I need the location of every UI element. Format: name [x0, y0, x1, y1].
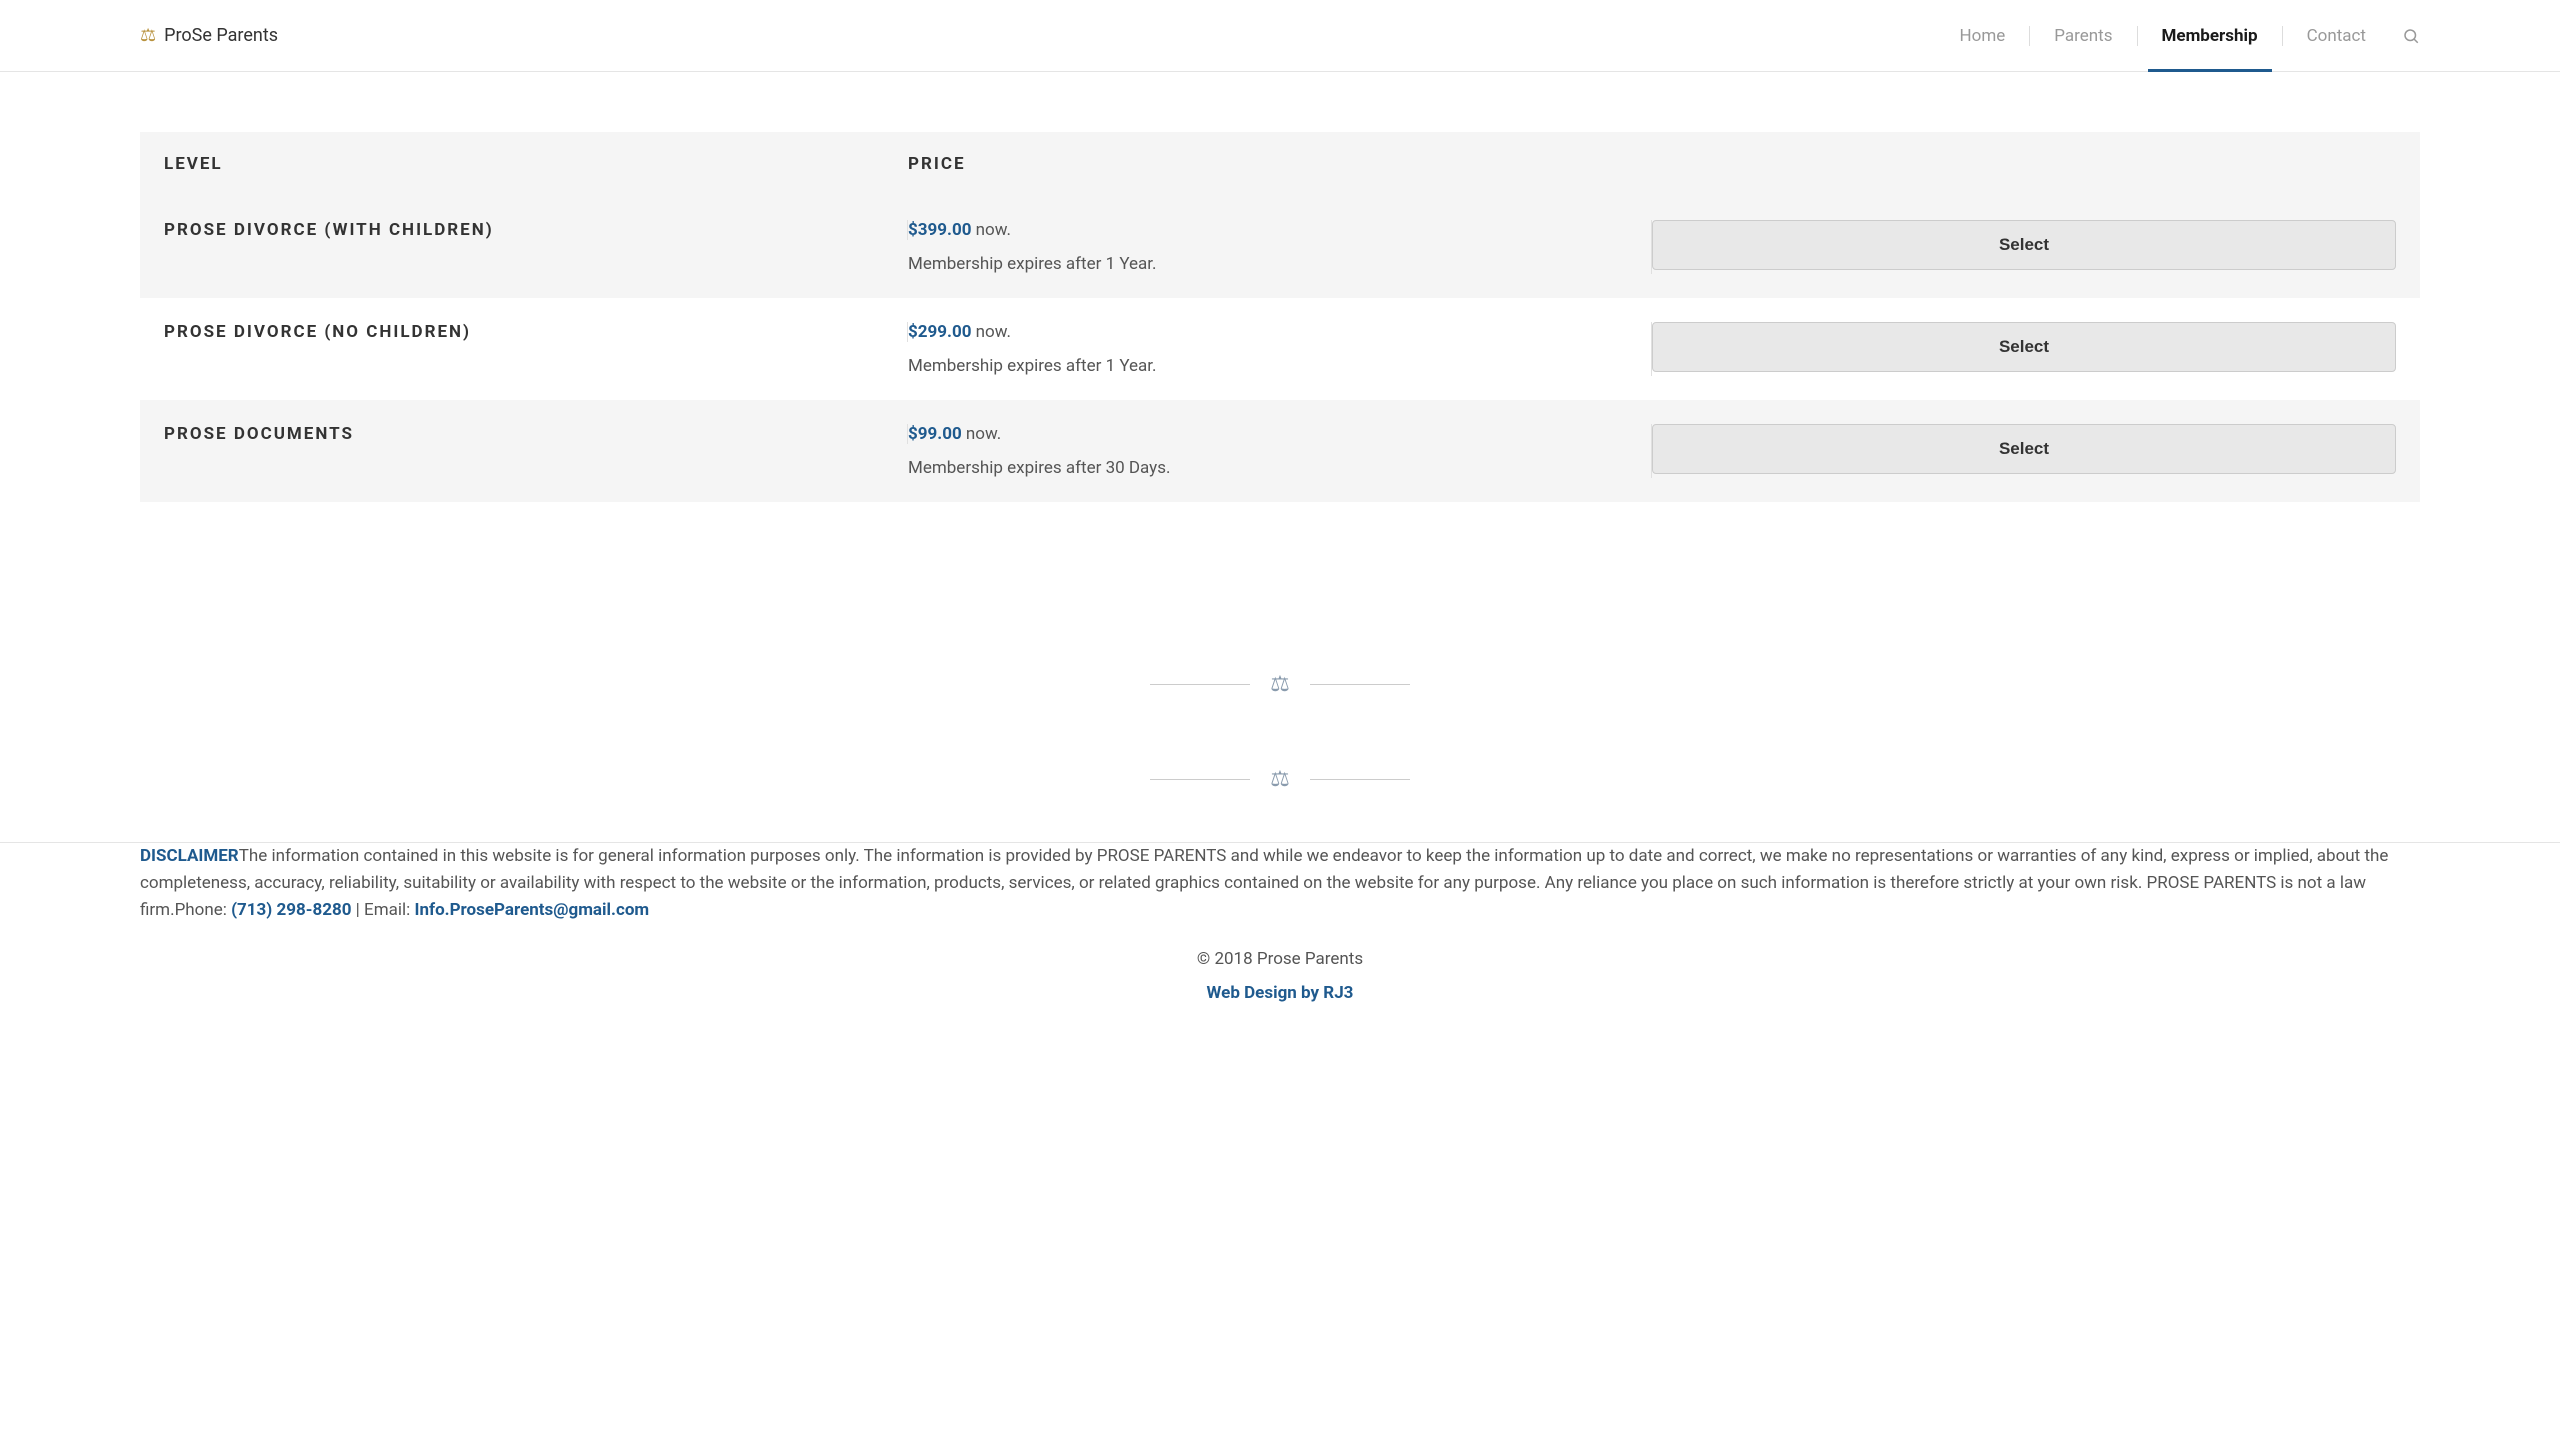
- copyright: © 2018 Prose Parents: [140, 949, 2420, 969]
- price-expiry: Membership expires after 1 Year.: [908, 356, 1627, 376]
- email-link[interactable]: Info.ProseParents@gmail.com: [414, 900, 649, 920]
- email-prefix: | Email:: [351, 900, 414, 920]
- select-button[interactable]: Select: [1652, 424, 2396, 474]
- scales-icon: ⚖: [1270, 672, 1290, 697]
- level-cell: PROSE DOCUMENTS: [164, 424, 908, 444]
- price-amount: $399.00: [908, 220, 971, 240]
- table-header: LEVEL PRICE: [140, 132, 2420, 196]
- select-cell: Select: [1652, 220, 2396, 270]
- price-amount: $299.00: [908, 322, 971, 342]
- divider-line: [1150, 684, 1250, 685]
- price-amount: $99.00: [908, 424, 962, 444]
- price-cell: $99.00 now. Membership expires after 30 …: [908, 424, 1652, 478]
- price-now: now.: [971, 220, 1011, 240]
- price-expiry: Membership expires after 30 Days.: [908, 458, 1627, 478]
- disclaimer-label: DISCLAIMER: [140, 846, 239, 866]
- nav-parents[interactable]: Parents: [2030, 0, 2136, 72]
- nav-membership[interactable]: Membership: [2138, 0, 2282, 72]
- scales-icon: ⚖: [140, 25, 156, 46]
- select-cell: Select: [1652, 322, 2396, 372]
- nav-contact[interactable]: Contact: [2283, 0, 2390, 72]
- table-row: PROSE DIVORCE (NO CHILDREN) $299.00 now.…: [140, 298, 2420, 400]
- table-row: PROSE DIVORCE (WITH CHILDREN) $399.00 no…: [140, 196, 2420, 298]
- scales-icon: ⚖: [1270, 767, 1290, 792]
- divider-line: [1310, 684, 1410, 685]
- divider-line: [1150, 779, 1250, 780]
- content: LEVEL PRICE PROSE DIVORCE (WITH CHILDREN…: [0, 72, 2560, 602]
- level-cell: PROSE DIVORCE (NO CHILDREN): [164, 322, 908, 342]
- phone-link[interactable]: (713) 298-8280: [231, 900, 351, 920]
- level-cell: PROSE DIVORCE (WITH CHILDREN): [164, 220, 908, 240]
- nav: Home Parents Membership Contact: [1936, 0, 2420, 72]
- nav-home[interactable]: Home: [1936, 0, 2030, 72]
- price-expiry: Membership expires after 1 Year.: [908, 254, 1627, 274]
- logo-text: ProSe Parents: [164, 25, 278, 46]
- divider: ⚖: [1150, 767, 1410, 792]
- level-name: PROSE DIVORCE (NO CHILDREN): [164, 322, 883, 342]
- footer: DISCLAIMERThe information contained in t…: [0, 842, 2560, 1043]
- price-now: now.: [962, 424, 1002, 444]
- divider: ⚖: [1150, 672, 1410, 697]
- select-button[interactable]: Select: [1652, 322, 2396, 372]
- select-button[interactable]: Select: [1652, 220, 2396, 270]
- price-now: now.: [971, 322, 1011, 342]
- price-cell: $299.00 now. Membership expires after 1 …: [908, 322, 1652, 376]
- level-name: PROSE DOCUMENTS: [164, 424, 883, 444]
- web-design-link[interactable]: Web Design by RJ3: [140, 983, 2420, 1003]
- search-icon[interactable]: [2402, 27, 2420, 45]
- header-price: PRICE: [908, 154, 1652, 174]
- header-action: [1652, 154, 2396, 174]
- divider-line: [1310, 779, 1410, 780]
- price-cell: $399.00 now. Membership expires after 1 …: [908, 220, 1652, 274]
- header: ⚖ ProSe Parents Home Parents Membership …: [0, 0, 2560, 72]
- table-row: PROSE DOCUMENTS $99.00 now. Membership e…: [140, 400, 2420, 502]
- header-level: LEVEL: [164, 154, 908, 174]
- logo[interactable]: ⚖ ProSe Parents: [140, 25, 278, 46]
- disclaimer: DISCLAIMERThe information contained in t…: [140, 843, 2420, 925]
- select-cell: Select: [1652, 424, 2396, 474]
- level-name: PROSE DIVORCE (WITH CHILDREN): [164, 220, 883, 240]
